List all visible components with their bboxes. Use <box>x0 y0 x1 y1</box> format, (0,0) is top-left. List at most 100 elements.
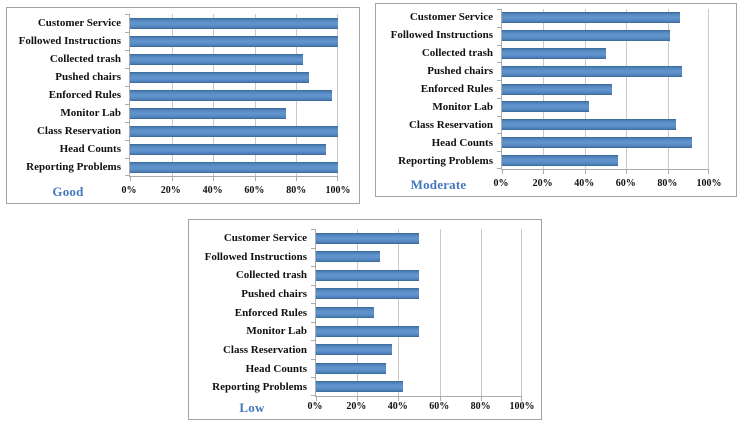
category-label-class-reservation: Class Reservation <box>36 125 121 138</box>
category-axis-tick <box>125 49 129 51</box>
category-label-followed-instructions: Followed Instructions <box>390 29 493 42</box>
x-axis-tick <box>337 177 338 181</box>
category-axis-tick <box>311 247 315 249</box>
bar-reporting-problems <box>316 381 403 393</box>
plot-area <box>125 14 338 181</box>
category-axis-labels: Customer Service Followed Instructions Col… <box>376 9 501 170</box>
category-label-class-reservation: Class Reservation <box>222 343 307 356</box>
bar-row <box>316 285 522 304</box>
category-axis-tick <box>125 157 129 159</box>
x-axis-labels: 0% 20% 40% 60% 80% 100% <box>308 401 535 415</box>
gridline-60pct <box>439 229 441 396</box>
category-label-customer-service: Customer Service <box>223 231 307 244</box>
gridline-40pct <box>398 229 400 396</box>
category-axis-tick <box>311 377 315 379</box>
bar-row <box>316 229 522 248</box>
category-label-head-counts: Head Counts <box>431 136 493 149</box>
category-label-enforced-rules: Enforced Rules <box>234 306 307 319</box>
bar-followed-instructions <box>316 251 380 263</box>
bar-series <box>502 9 709 169</box>
x-axis-labels: 0% 20% 40% 60% 80% 100% <box>122 185 351 199</box>
bar-followed-instructions <box>130 35 338 47</box>
category-label-followed-instructions: Followed Instructions <box>204 250 307 263</box>
x-axis-tick <box>171 177 173 181</box>
category-axis-tick <box>497 44 501 46</box>
bar-class-reservation <box>130 125 338 137</box>
x-tick-label-40pct: 40% <box>387 401 408 412</box>
bar-row <box>502 80 709 98</box>
bar-row <box>316 359 522 378</box>
category-label-class-reservation: Class Reservation <box>408 118 493 131</box>
category-label-collected-trash: Collected trash <box>421 47 493 60</box>
category-axis-tick <box>125 122 129 123</box>
category-axis-tick <box>311 266 315 268</box>
category-label-reporting-problems: Reporting Problems <box>26 161 121 174</box>
x-axis-tick <box>626 170 628 174</box>
x-axis-tick <box>708 170 709 174</box>
bar-reporting-problems <box>502 154 618 166</box>
bar-row <box>502 116 709 134</box>
chart-title-good: Good <box>52 184 84 199</box>
category-axis-tick <box>497 168 501 169</box>
category-axis-tick <box>311 303 315 305</box>
bar-row <box>130 158 338 176</box>
x-axis-tick <box>480 397 482 401</box>
category-label-pushed-chairs: Pushed chairs <box>55 70 121 83</box>
bar-row <box>130 14 338 32</box>
bar-series <box>130 14 338 176</box>
bar-pushed-chairs <box>130 71 309 83</box>
bar-row <box>316 322 522 341</box>
x-axis-tick <box>584 170 586 174</box>
x-axis-tick <box>130 177 131 181</box>
category-axis-tick <box>497 80 501 82</box>
bar-row <box>316 248 522 267</box>
chart-low: Customer Service Followed Instructions Col… <box>188 219 542 420</box>
category-axis-tick <box>125 68 129 69</box>
x-axis-tick <box>296 177 298 181</box>
bar-collected-trash <box>316 269 419 281</box>
bar-collected-trash <box>130 53 303 65</box>
bar-enforced-rules <box>316 307 374 319</box>
gridline-80pct <box>667 9 669 169</box>
category-axis-tick <box>497 26 501 28</box>
x-tick-label-60pct: 60% <box>615 178 636 189</box>
x-tick-label-20pct: 20% <box>532 178 553 189</box>
gridline-80pct <box>480 229 482 396</box>
category-label-monitor-lab: Monitor Lab <box>432 100 493 113</box>
bar-series <box>316 229 522 396</box>
x-tick-label-60pct: 60% <box>429 401 450 412</box>
x-axis-tick <box>543 170 545 174</box>
bar-head-counts <box>502 136 693 148</box>
x-tick-label-100pct: 100% <box>696 178 722 189</box>
bar-row <box>130 86 338 104</box>
category-label-customer-service: Customer Service <box>409 11 493 24</box>
category-axis-tick <box>311 229 315 230</box>
x-axis-tick <box>521 397 522 401</box>
category-label-pushed-chairs: Pushed chairs <box>427 65 493 78</box>
category-axis-labels: Customer Service Followed Instructions Col… <box>189 229 315 397</box>
category-label-collected-trash: Collected trash <box>235 269 307 282</box>
bar-pushed-chairs <box>316 288 419 300</box>
plot-area <box>311 229 522 401</box>
category-axis-tick <box>311 284 315 286</box>
category-axis-tick <box>311 340 315 342</box>
x-tick-label-0pct: 0% <box>307 401 323 412</box>
category-label-head-counts: Head Counts <box>59 143 121 156</box>
bar-reporting-problems <box>130 161 338 173</box>
bar-customer-service <box>316 232 419 244</box>
x-axis-tick <box>357 397 359 401</box>
bar-collected-trash <box>502 47 606 59</box>
category-axis-tick <box>311 395 315 396</box>
chart-title-low: Low <box>239 400 265 415</box>
category-axis-tick <box>497 115 501 117</box>
x-tick-label-80pct: 80% <box>657 178 678 189</box>
bar-monitor-lab <box>502 101 589 113</box>
bar-enforced-rules <box>130 89 332 101</box>
category-label-customer-service: Customer Service <box>37 16 121 29</box>
x-tick-label-100pct: 100% <box>325 185 351 196</box>
category-axis-tick <box>311 358 315 360</box>
bar-row <box>316 378 522 397</box>
category-axis-tick <box>125 14 129 15</box>
bar-row <box>130 32 338 50</box>
category-axis-tick <box>311 321 315 323</box>
